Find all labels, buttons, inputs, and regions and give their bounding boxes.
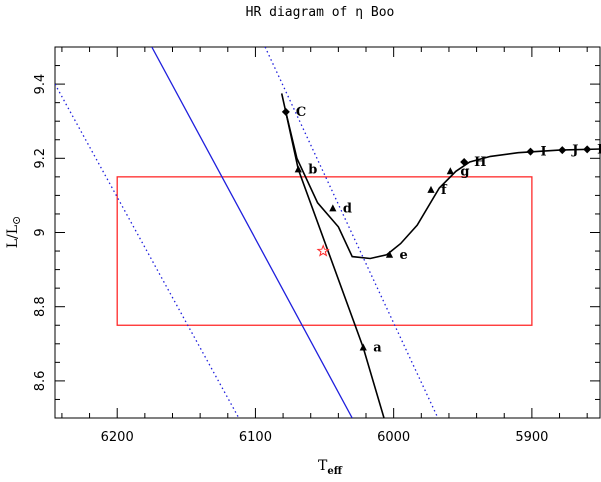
y-tick-label: 8.8 [33,296,48,317]
marker-label: g [460,164,469,179]
series-line [280,93,601,260]
marker-triangle [359,343,367,351]
y-tick-label: 9.4 [33,74,48,95]
marker-label: H [474,155,486,170]
y-tick-label: 9.2 [33,148,48,169]
x-tick-label: 6200 [101,430,134,445]
marker-diamond [526,147,535,156]
marker-diamond [460,158,469,167]
marker-triangle [427,185,435,193]
marker-label: C [296,105,306,120]
marker-triangle [294,165,302,173]
dotted-line [55,83,240,418]
y-tick-label: 8.6 [33,371,48,392]
series-line [285,111,385,418]
plot-frame [54,46,601,419]
marker-triangle [385,250,394,258]
marker-triangle [329,204,337,212]
marker-diamond [281,107,290,116]
dotted-line [264,47,439,418]
marker-label: b [308,162,317,177]
y-tick-label: 9 [33,228,48,236]
chart-title: HR diagram of η Boo [246,5,395,20]
y-axis-label-main: L/L [5,225,21,248]
marker-label: d [343,201,352,216]
x-tick-label: 6000 [377,430,410,445]
marker-label: e [400,248,408,263]
y-axis-label: L/L⊙ [5,216,23,249]
error-box [116,176,533,326]
plot-area: 6200 6100 6000 5900 8.6 8.8 9 9.2 9.4 Cb d e fgH I J Ka [33,46,601,445]
x-tick-label: 6100 [239,430,272,445]
marker-label: a [373,341,382,356]
y-axis-label-sub: ⊙ [10,216,23,225]
series-line [151,47,353,418]
marker-label: J [571,143,578,158]
marker-triangle [446,167,454,175]
marker-label: f [441,183,448,198]
star-marker [316,244,330,257]
x-axis-label: Teff [318,458,343,477]
marker-diamond [583,145,592,154]
x-axis-label-sub: eff [327,466,342,477]
marker-label: K [597,142,601,157]
marker-label: I [541,145,547,160]
x-tick-label: 5900 [515,430,548,445]
x-axis-label-main: T [318,458,328,474]
marker-diamond [558,146,567,155]
